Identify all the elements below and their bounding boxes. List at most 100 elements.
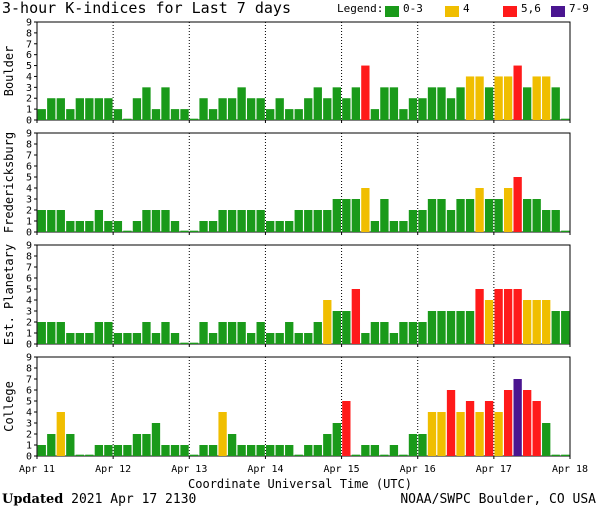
bar bbox=[332, 423, 341, 456]
bar bbox=[218, 210, 227, 232]
bar bbox=[47, 322, 56, 344]
bar bbox=[475, 76, 484, 120]
bar bbox=[256, 445, 265, 456]
bar bbox=[75, 454, 84, 456]
bar bbox=[323, 210, 332, 232]
bar bbox=[427, 87, 437, 120]
chart-title: 3-hour K-indices for Last 7 days bbox=[2, 0, 291, 17]
bar bbox=[275, 221, 284, 232]
bar bbox=[189, 342, 199, 344]
y-tick-label: 5 bbox=[26, 397, 32, 408]
bar bbox=[227, 322, 237, 344]
bar bbox=[323, 434, 332, 456]
y-tick-label: 4 bbox=[26, 184, 32, 195]
bar bbox=[503, 390, 513, 456]
bar bbox=[170, 109, 180, 120]
bar bbox=[266, 109, 275, 120]
bar bbox=[246, 98, 256, 120]
bar bbox=[180, 342, 189, 344]
bar bbox=[456, 311, 465, 344]
updated-value: 2021 Apr 17 2130 bbox=[71, 492, 197, 507]
bar bbox=[561, 118, 570, 120]
bar bbox=[123, 230, 132, 232]
bar bbox=[313, 445, 322, 456]
bar bbox=[370, 322, 380, 344]
bar bbox=[123, 333, 132, 344]
bar bbox=[56, 412, 65, 456]
bar bbox=[237, 210, 246, 232]
bar bbox=[503, 188, 513, 232]
bar bbox=[113, 445, 123, 456]
bar bbox=[66, 434, 75, 456]
bar bbox=[85, 221, 94, 232]
panel-label: Fredericksburg bbox=[2, 132, 16, 233]
bar bbox=[256, 322, 265, 344]
bar bbox=[132, 333, 142, 344]
y-tick-label: 8 bbox=[26, 140, 32, 151]
bar bbox=[199, 322, 208, 344]
legend-label: Legend: bbox=[337, 2, 384, 15]
y-tick-label: 0 bbox=[26, 116, 32, 127]
bar bbox=[275, 445, 284, 456]
bar bbox=[180, 445, 189, 456]
y-tick-label: 6 bbox=[26, 50, 32, 61]
bar bbox=[418, 322, 427, 344]
bar bbox=[37, 210, 46, 232]
bar bbox=[304, 98, 313, 120]
bar bbox=[465, 401, 475, 456]
y-tick-label: 1 bbox=[26, 217, 32, 228]
bar bbox=[523, 199, 532, 232]
updated-label: Updated bbox=[2, 492, 64, 507]
bar bbox=[351, 199, 361, 232]
bar bbox=[380, 87, 389, 120]
bar bbox=[104, 445, 113, 456]
bar bbox=[142, 434, 151, 456]
bar bbox=[218, 322, 227, 344]
bar bbox=[313, 210, 322, 232]
bar bbox=[47, 98, 56, 120]
bar bbox=[408, 434, 418, 456]
bar bbox=[75, 333, 84, 344]
bar bbox=[437, 412, 446, 456]
y-tick-label: 9 bbox=[26, 353, 32, 364]
bar bbox=[532, 300, 541, 344]
bar bbox=[551, 210, 560, 232]
bar bbox=[142, 210, 151, 232]
bar bbox=[427, 412, 437, 456]
bar bbox=[123, 445, 132, 456]
bar bbox=[170, 445, 180, 456]
bar bbox=[427, 199, 437, 232]
legend-swatch-quiet bbox=[385, 6, 399, 17]
bar bbox=[542, 300, 551, 344]
legend-swatch-storm bbox=[503, 6, 517, 17]
x-tick-label: Apr 11 bbox=[19, 464, 55, 475]
bar bbox=[456, 412, 465, 456]
bar bbox=[294, 454, 303, 456]
bar bbox=[494, 76, 503, 120]
bar bbox=[437, 87, 446, 120]
y-tick-label: 2 bbox=[26, 318, 32, 329]
bar bbox=[361, 445, 370, 456]
y-tick-label: 3 bbox=[26, 307, 32, 318]
bar bbox=[542, 76, 551, 120]
bar bbox=[113, 109, 123, 120]
bar bbox=[218, 412, 227, 456]
bar bbox=[56, 210, 65, 232]
bar bbox=[85, 98, 94, 120]
bar bbox=[494, 289, 503, 344]
bar bbox=[285, 322, 294, 344]
bar bbox=[161, 322, 170, 344]
bar bbox=[256, 98, 265, 120]
bar bbox=[475, 188, 484, 232]
bar bbox=[294, 333, 303, 344]
bar bbox=[456, 87, 465, 120]
bar bbox=[323, 300, 332, 344]
bar bbox=[532, 199, 541, 232]
bar bbox=[189, 118, 199, 120]
bar bbox=[389, 87, 399, 120]
bar bbox=[75, 221, 84, 232]
bar bbox=[304, 210, 313, 232]
bar bbox=[56, 98, 65, 120]
panel-label: College bbox=[2, 381, 16, 432]
bar bbox=[465, 199, 475, 232]
